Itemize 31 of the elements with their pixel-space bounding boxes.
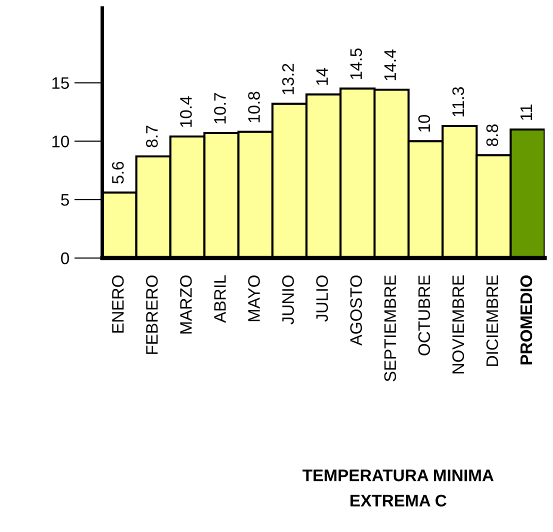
data-label: 10 — [418, 114, 430, 132]
data-label: 13.2 — [282, 64, 294, 94]
y-tick-label: 15 — [52, 77, 69, 89]
data-label: 8.7 — [146, 126, 158, 148]
data-label: 11 — [520, 104, 532, 120]
text: TEMPERATURA MINIMA EXTREMA C — [302, 470, 494, 507]
data-label: 14.4 — [384, 49, 396, 80]
x-tick-label: JULIO — [316, 275, 328, 322]
y-tick-label: 5 — [61, 194, 69, 206]
x-tick-label: MARZO — [180, 275, 192, 334]
x-tick-label: MAYO — [248, 275, 260, 322]
x-tick-label: AGOSTO — [350, 275, 362, 346]
data-label: 10.4 — [180, 96, 192, 127]
data-label: 10.7 — [214, 93, 226, 124]
data-label: 10.8 — [248, 92, 260, 122]
x-tick-label: ABRIL — [214, 275, 226, 323]
x-tick-label: JUNIO — [282, 275, 294, 324]
data-label: 5.6 — [112, 162, 124, 184]
x-tick-label: FEBRERO — [146, 275, 158, 354]
x-tick-label: PROMEDIO — [520, 275, 532, 364]
y-tick-label: 0 — [61, 252, 70, 264]
x-tick-label: DICIEMBRE — [486, 275, 498, 366]
x-tick-label: SEPTIEMBRE — [384, 275, 396, 382]
data-label: 14.5 — [350, 48, 362, 79]
data-label: 8.8 — [486, 124, 498, 146]
x-tick-label: ENERO — [112, 275, 124, 333]
data-label: 11.3 — [452, 87, 464, 116]
x-tick-label: NOVIEMBRE — [452, 275, 464, 374]
data-label: 14 — [316, 68, 328, 85]
y-tick-label: 10 — [52, 136, 70, 148]
x-tick-label: OCTUBRE — [418, 275, 430, 356]
